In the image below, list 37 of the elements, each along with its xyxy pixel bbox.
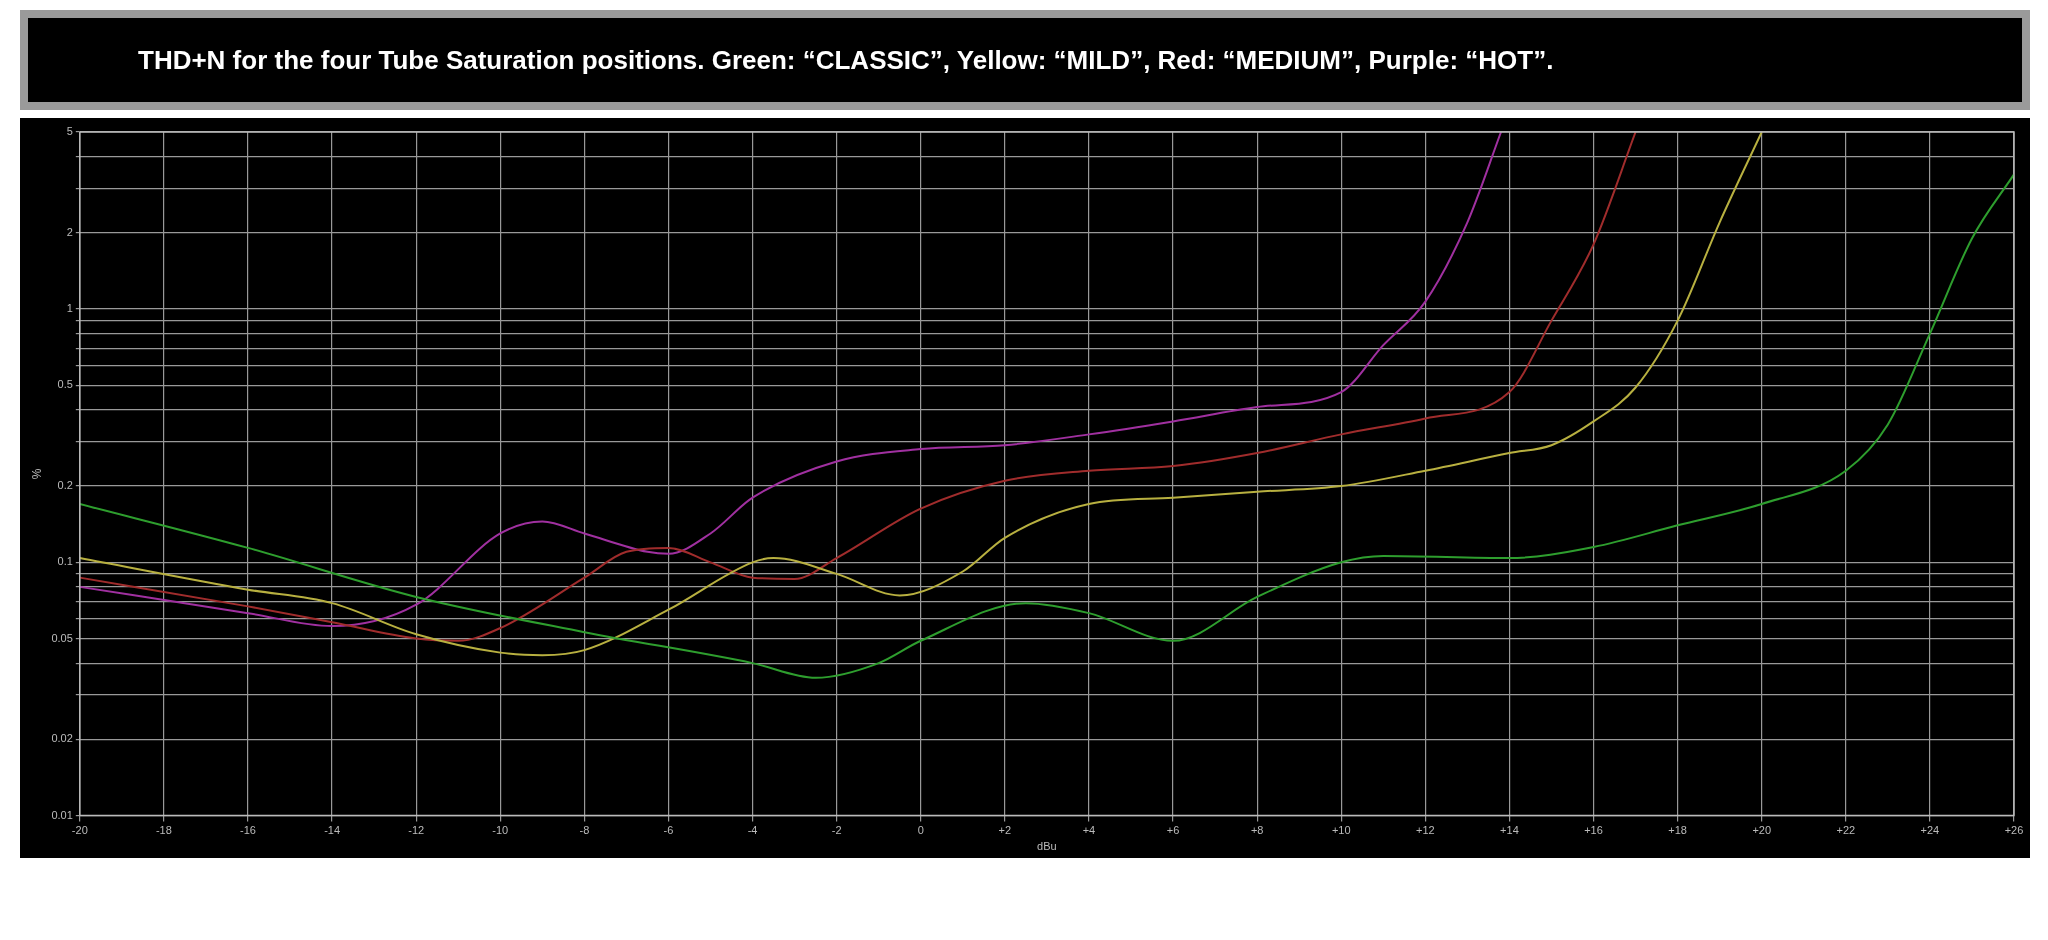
- x-tick-label: -4: [747, 824, 758, 837]
- x-tick-label: +10: [1331, 824, 1351, 837]
- x-tick-label: +8: [1250, 824, 1264, 837]
- x-tick-label: -2: [831, 824, 842, 837]
- y-tick-label: 0.1: [57, 555, 73, 568]
- x-tick-label: +2: [998, 824, 1012, 837]
- x-tick-label: +26: [2004, 824, 2024, 837]
- x-tick-label: +22: [1836, 824, 1856, 837]
- x-tick-label: -16: [240, 824, 256, 837]
- x-tick-label: -6: [663, 824, 674, 837]
- y-tick-label: 0.02: [51, 732, 73, 745]
- x-tick-label: +12: [1416, 824, 1435, 837]
- y-tick-label: 1: [66, 302, 73, 315]
- y-tick-label: 2: [66, 225, 73, 238]
- y-tick-label: 5: [66, 125, 73, 138]
- x-tick-label: +4: [1082, 824, 1096, 837]
- x-tick-label: +16: [1584, 824, 1603, 837]
- x-tick-label: +14: [1500, 824, 1519, 837]
- x-tick-label: +24: [1920, 824, 1940, 837]
- y-tick-label: 0.01: [51, 808, 73, 821]
- y-tick-label: 0.2: [57, 479, 73, 492]
- x-tick-label: +20: [1752, 824, 1772, 837]
- x-tick-label: -18: [155, 824, 172, 837]
- y-tick-label: 0.5: [57, 378, 73, 391]
- x-tick-label: -8: [579, 824, 590, 837]
- chart-title: THD+N for the four Tube Saturation positions. Green: “CLASSIC”, Yellow: “MILD”, Red: “MEDIUM”, Purple: “HOT”.: [138, 44, 1554, 76]
- line-series: [79, 173, 2014, 679]
- x-tick-label: 0: [917, 824, 924, 837]
- x-tick-label: -14: [324, 824, 341, 837]
- x-tick-label: -10: [492, 824, 509, 837]
- x-tick-label: -20: [71, 824, 88, 837]
- y-tick-label: 0.05: [51, 631, 73, 644]
- x-tick-label: +6: [1166, 824, 1180, 837]
- y-axis-title: %: [29, 468, 44, 480]
- x-tick-label: +18: [1668, 824, 1687, 837]
- x-tick-label: -12: [408, 824, 425, 837]
- x-axis-title: dBu: [1037, 840, 1057, 853]
